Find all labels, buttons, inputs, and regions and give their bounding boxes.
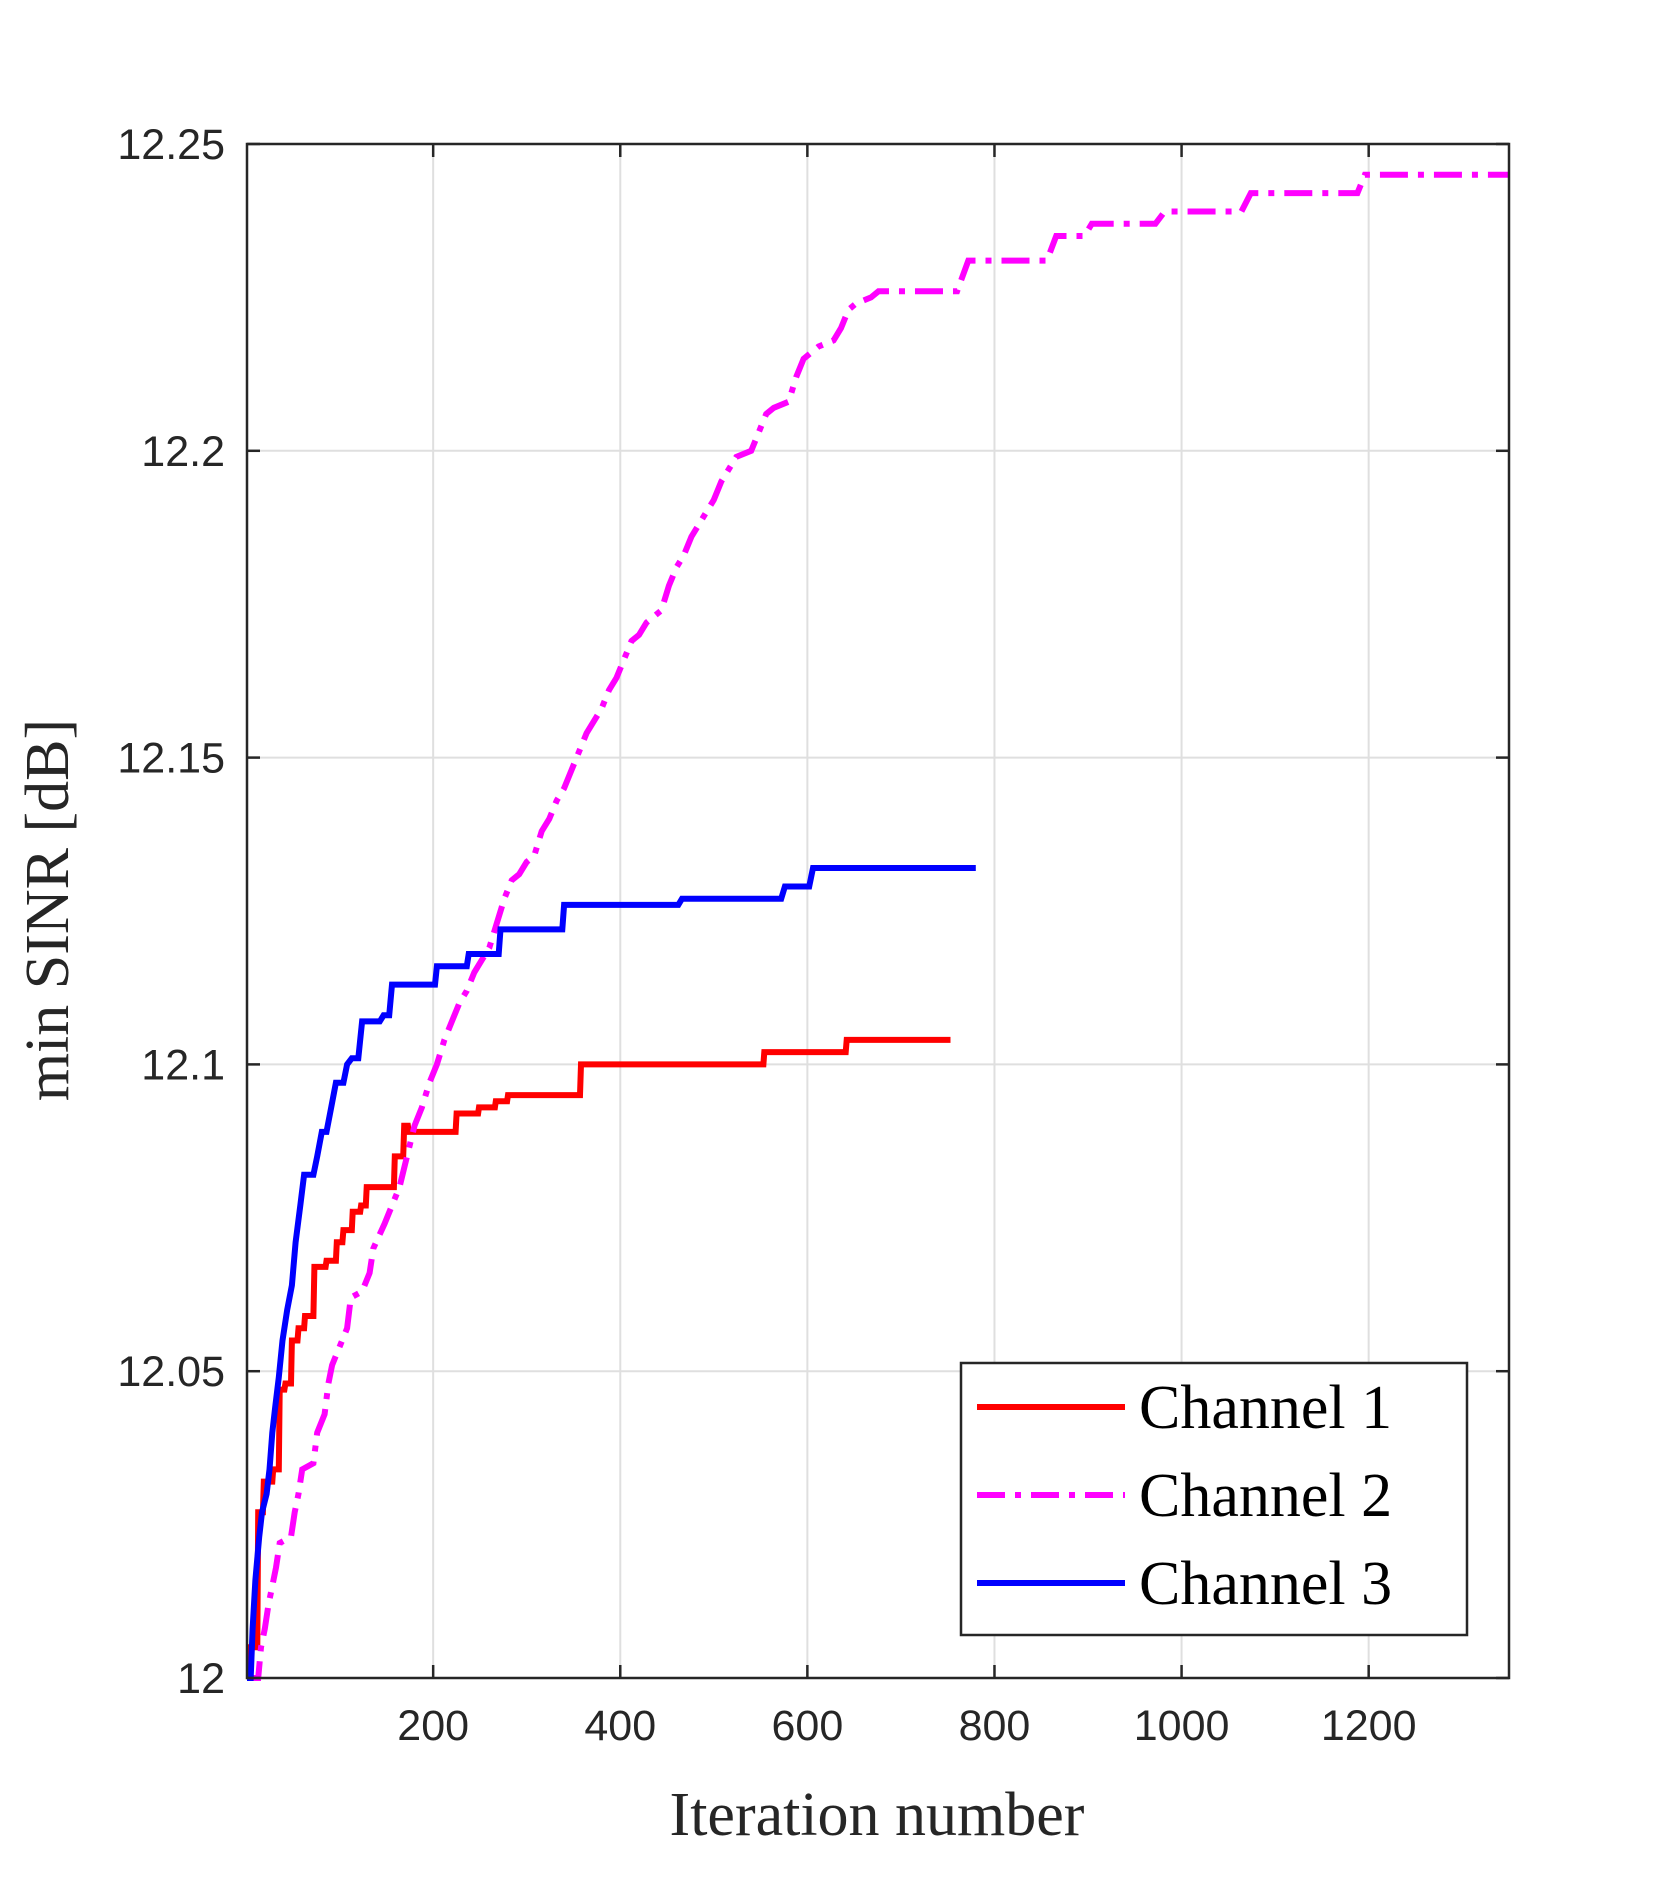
x-tick-label: 800 — [959, 1702, 1031, 1750]
x-tick-label: 200 — [397, 1702, 469, 1750]
y-axis-title: min SINR [dB] — [14, 719, 82, 1101]
y-tick-label: 12.15 — [117, 735, 225, 783]
x-axis-title: Iteration number — [670, 1781, 1085, 1849]
legend: Channel 1 Channel 2 Channel 3 — [959, 1361, 1469, 1637]
series-line-3 — [247, 865, 976, 1681]
x-axis-ticks: 200 400 600 800 1000 1200 — [397, 144, 1417, 1750]
y-axis-ticks: 12 12.05 12.1 12.15 12.2 12.25 — [117, 121, 1509, 1703]
y-tick-label: 12.1 — [141, 1041, 225, 1089]
y-tick-label: 12 — [177, 1655, 225, 1703]
legend-label-2: Channel 2 — [1139, 1462, 1392, 1530]
x-tick-label: 400 — [584, 1702, 656, 1750]
axes-frame — [245, 142, 1511, 1680]
x-tick-label: 600 — [771, 1702, 843, 1750]
legend-label-1: Channel 1 — [1139, 1374, 1392, 1442]
x-tick-label: 1200 — [1321, 1702, 1417, 1750]
series-line-2 — [247, 171, 1509, 1681]
x-tick-label: 1000 — [1134, 1702, 1230, 1750]
axes-box — [245, 142, 1511, 1680]
series-lines — [246, 171, 1509, 1681]
y-tick-label: 12.25 — [117, 121, 225, 169]
y-tick-label: 12.2 — [141, 428, 225, 476]
series-line-1 — [246, 1036, 951, 1681]
y-tick-label: 12.05 — [117, 1348, 225, 1396]
legend-label-3: Channel 3 — [1139, 1550, 1392, 1618]
